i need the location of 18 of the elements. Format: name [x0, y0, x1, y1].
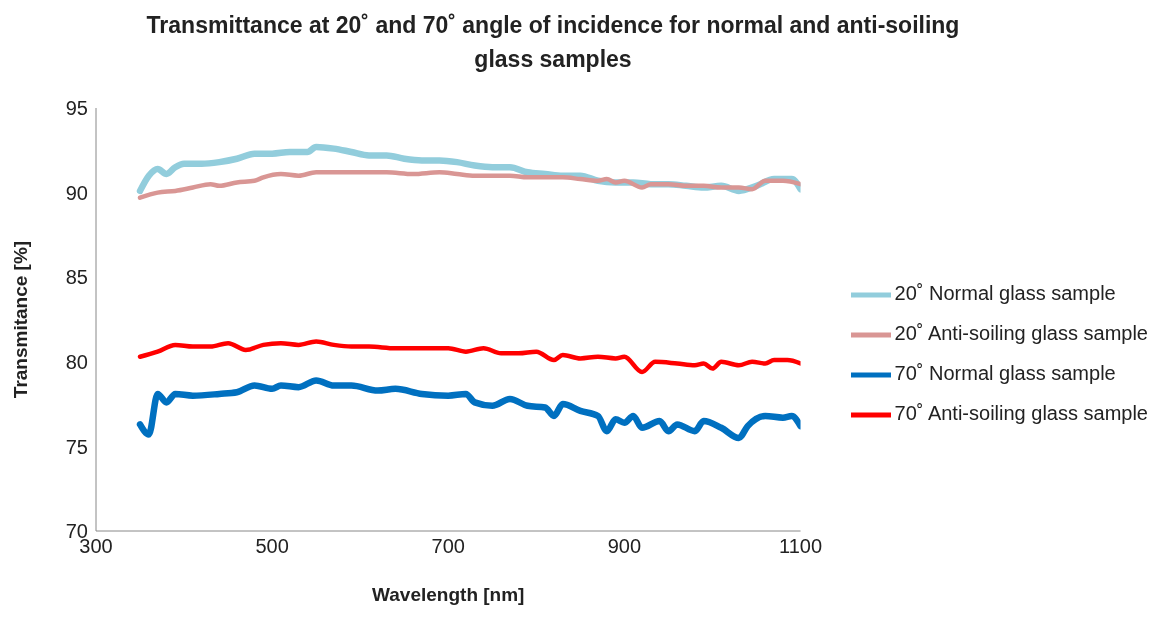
x-tick-label: 900: [607, 535, 642, 558]
y-tick-label: 90: [65, 181, 88, 204]
line-series: [137, 170, 801, 200]
legend-label: 70˚ Anti-soiling glass sample: [894, 401, 1148, 424]
chart-title: Transmittance at 20˚ and 70˚ angle of incidence for normal and anti-soiling glass samples: [145, 11, 961, 74]
y-tick-label: 95: [65, 97, 88, 120]
x-axis-title: Wavelength [nm]: [372, 584, 525, 605]
x-tick-label: 1100: [779, 535, 823, 558]
y-tick-label: 85: [65, 266, 88, 289]
line-series: [137, 339, 801, 375]
legend-label: 70˚ Normal glass sample: [894, 361, 1116, 384]
legend-label: 20˚ Normal glass sample: [894, 281, 1116, 304]
x-tick-label: 500: [255, 535, 289, 558]
y-tick-label: 80: [65, 350, 88, 373]
legend-label: 20˚ Anti-soiling glass sample: [894, 321, 1148, 344]
x-tick-label: 700: [431, 535, 465, 558]
y-axis-title: Transmitance [%]: [9, 240, 31, 399]
y-tick-label: 75: [65, 435, 88, 458]
